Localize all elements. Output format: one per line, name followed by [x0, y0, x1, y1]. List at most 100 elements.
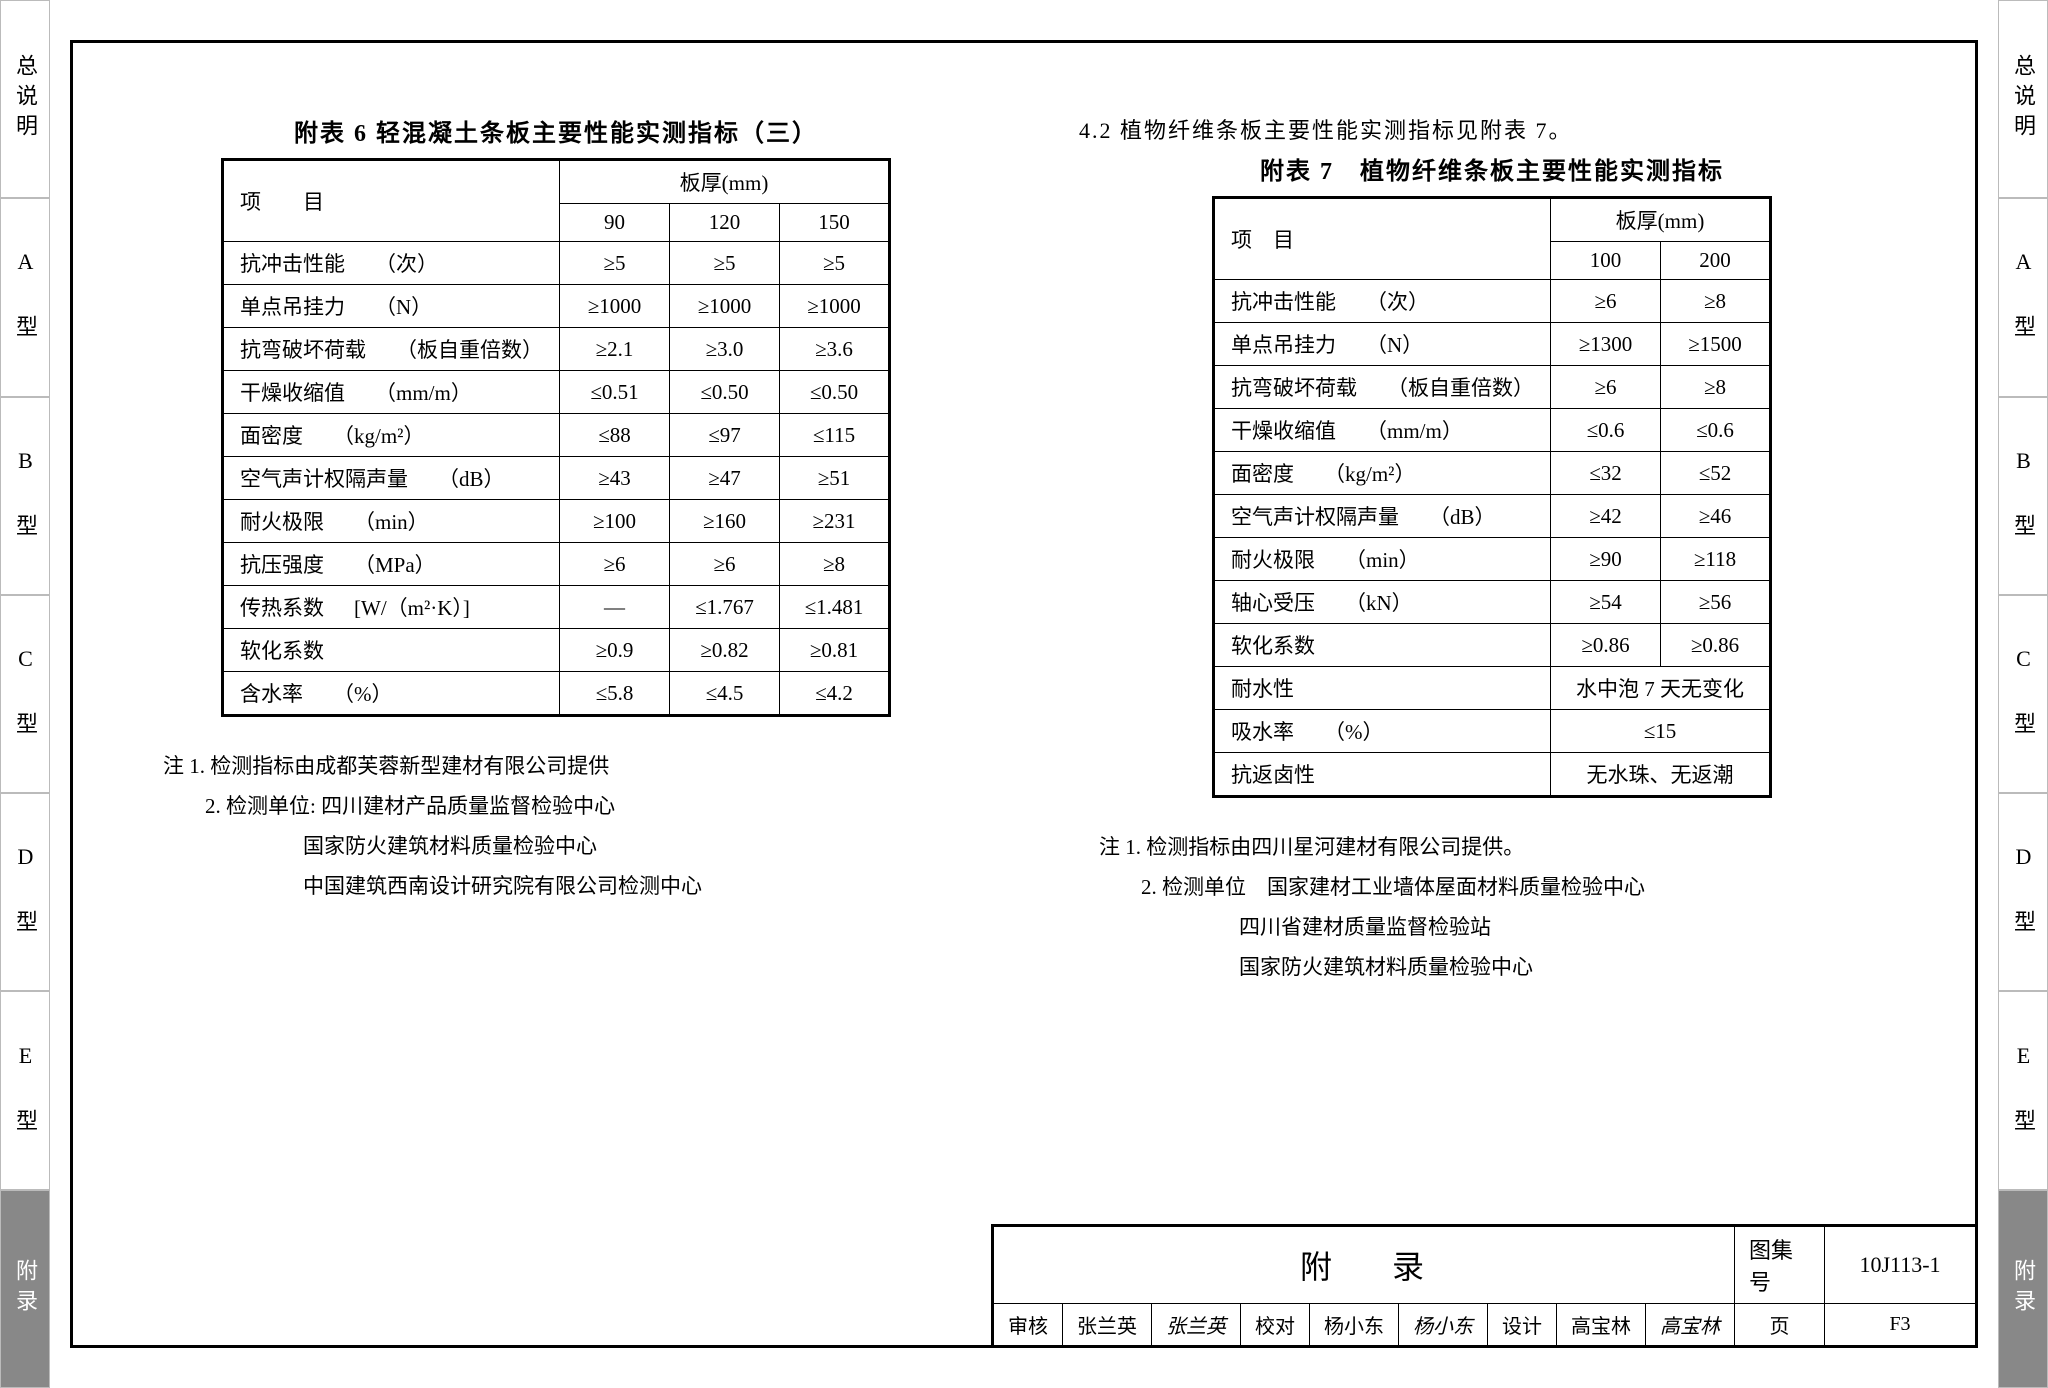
row-label: 干燥收缩值（mm/m）	[223, 371, 560, 414]
row-value: ≤1.481	[780, 586, 890, 629]
row-label: 面密度（kg/m²）	[1214, 452, 1551, 495]
side-tab: D 型	[1998, 793, 2048, 991]
row-value: ≥42	[1551, 495, 1661, 538]
row-value: ≥6	[670, 543, 780, 586]
side-tab-appendix: 附录	[0, 1190, 50, 1388]
row-value: ≥1500	[1661, 323, 1771, 366]
row-value: ≥0.86	[1551, 624, 1661, 667]
row-value: ≥5	[780, 242, 890, 285]
row-value: ≥54	[1551, 581, 1661, 624]
row-value: ≥100	[560, 500, 670, 543]
col-thickness-group: 板厚(mm)	[560, 160, 890, 204]
row-value: ≥6	[560, 543, 670, 586]
row-label: 单点吊挂力（N）	[223, 285, 560, 328]
table7-title: 附表 7 植物纤维条板主要性能实测指标	[1049, 151, 1935, 186]
row-label: 面密度（kg/m²）	[223, 414, 560, 457]
row-value: ≥5	[670, 242, 780, 285]
design-name: 高宝林	[1557, 1304, 1646, 1345]
side-tab: C 型	[0, 595, 50, 793]
row-value: ≥1000	[670, 285, 780, 328]
row-value: ≤5.8	[560, 672, 670, 716]
row-value: ≥47	[670, 457, 780, 500]
page-label: 页	[1735, 1304, 1825, 1345]
table6-notes: 注 1. 检测指标由成都芙蓉新型建材有限公司提供 2. 检测单位: 四川建材产品…	[163, 747, 999, 907]
row-value: ≥8	[1661, 366, 1771, 409]
row-label: 传热系数[W/（m²·K）]	[223, 586, 560, 629]
row-value: ≥43	[560, 457, 670, 500]
side-tab: E 型	[1998, 991, 2048, 1189]
review-label: 审核	[994, 1304, 1063, 1345]
col-thickness: 90	[560, 204, 670, 242]
row-value: ≥46	[1661, 495, 1771, 538]
design-signature: 高宝林	[1646, 1304, 1735, 1345]
col-thickness-group: 板厚(mm)	[1551, 198, 1771, 242]
row-value-span: ≤15	[1551, 710, 1771, 753]
row-value: ≥1000	[780, 285, 890, 328]
right-column: 4.2 植物纤维条板主要性能实测指标见附表 7。 附表 7 植物纤维条板主要性能…	[1049, 83, 1935, 1345]
section-4-2-intro: 4.2 植物纤维条板主要性能实测指标见附表 7。	[1079, 113, 1935, 145]
table6: 项 目板厚(mm)90120150抗冲击性能（次）≥5≥5≥5单点吊挂力（N）≥…	[221, 158, 891, 717]
row-value: ≥2.1	[560, 328, 670, 371]
row-value: ≤97	[670, 414, 780, 457]
row-label: 软化系数	[223, 629, 560, 672]
side-tab: B 型	[1998, 397, 2048, 595]
row-label: 耐火极限（min）	[1214, 538, 1551, 581]
row-value: ≤115	[780, 414, 890, 457]
row-value-span: 无水珠、无返潮	[1551, 753, 1771, 797]
table7-notes: 注 1. 检测指标由四川星河建材有限公司提供。 2. 检测单位 国家建材工业墙体…	[1099, 828, 1935, 988]
table7: 项 目板厚(mm)100200抗冲击性能（次）≥6≥8单点吊挂力（N）≥1300…	[1212, 196, 1772, 798]
row-label: 抗压强度（MPa）	[223, 543, 560, 586]
left-column: 附表 6 轻混凝土条板主要性能实测指标（三） 项 目板厚(mm)90120150…	[113, 83, 999, 1345]
row-value: ≥56	[1661, 581, 1771, 624]
row-value: ≤0.50	[670, 371, 780, 414]
col-thickness: 200	[1661, 242, 1771, 280]
note-line: 中国建筑西南设计研究院有限公司检测中心	[303, 867, 999, 907]
row-value-span: 水中泡 7 天无变化	[1551, 667, 1771, 710]
note-line: 注 1. 检测指标由成都芙蓉新型建材有限公司提供	[163, 747, 999, 787]
side-tab: E 型	[0, 991, 50, 1189]
row-value: ≥90	[1551, 538, 1661, 581]
row-value: ≥1000	[560, 285, 670, 328]
row-value: ≥6	[1551, 280, 1661, 323]
note-line: 2. 检测单位: 四川建材产品质量监督检验中心	[205, 787, 999, 827]
note-line: 国家防火建筑材料质量检验中心	[303, 827, 999, 867]
row-label: 空气声计权隔声量（dB）	[1214, 495, 1551, 538]
row-value: ≤1.767	[670, 586, 780, 629]
side-tab-appendix: 附录	[1998, 1190, 2048, 1388]
design-label: 设计	[1488, 1304, 1557, 1345]
page-no: F3	[1825, 1304, 1975, 1345]
row-label: 抗冲击性能（次）	[223, 242, 560, 285]
row-label: 含水率（%）	[223, 672, 560, 716]
row-value: ≥0.82	[670, 629, 780, 672]
row-value: ≥3.6	[780, 328, 890, 371]
side-tab: 总说明	[0, 0, 50, 198]
left-side-tabs: 总说明 A 型 B 型 C 型 D 型 E 型 附录	[0, 0, 50, 1388]
row-label: 耐水性	[1214, 667, 1551, 710]
review-name: 张兰英	[1063, 1304, 1152, 1345]
appendix-heading: 附录	[994, 1227, 1735, 1304]
check-signature: 杨小东	[1399, 1304, 1488, 1345]
row-label: 空气声计权隔声量（dB）	[223, 457, 560, 500]
row-value: ≥160	[670, 500, 780, 543]
row-label: 抗弯破坏荷载（板自重倍数）	[223, 328, 560, 371]
row-value: ≤0.50	[780, 371, 890, 414]
note-line: 国家防火建筑材料质量检验中心	[1239, 948, 1935, 988]
row-label: 干燥收缩值（mm/m）	[1214, 409, 1551, 452]
row-value: ≤52	[1661, 452, 1771, 495]
row-value: ≥118	[1661, 538, 1771, 581]
col-thickness: 120	[670, 204, 780, 242]
row-value: ≤32	[1551, 452, 1661, 495]
atlas-no-label: 图集号	[1735, 1227, 1825, 1304]
side-tab: 总说明	[1998, 0, 2048, 198]
row-value: ≥5	[560, 242, 670, 285]
note-line: 四川省建材质量监督检验站	[1239, 908, 1935, 948]
row-value: ≤4.2	[780, 672, 890, 716]
side-tab: D 型	[0, 793, 50, 991]
note-line: 2. 检测单位 国家建材工业墙体屋面材料质量检验中心	[1141, 868, 1935, 908]
row-value: —	[560, 586, 670, 629]
row-value: ≥8	[780, 543, 890, 586]
row-value: ≤88	[560, 414, 670, 457]
row-label: 软化系数	[1214, 624, 1551, 667]
row-value: ≥8	[1661, 280, 1771, 323]
row-value: ≥3.0	[670, 328, 780, 371]
